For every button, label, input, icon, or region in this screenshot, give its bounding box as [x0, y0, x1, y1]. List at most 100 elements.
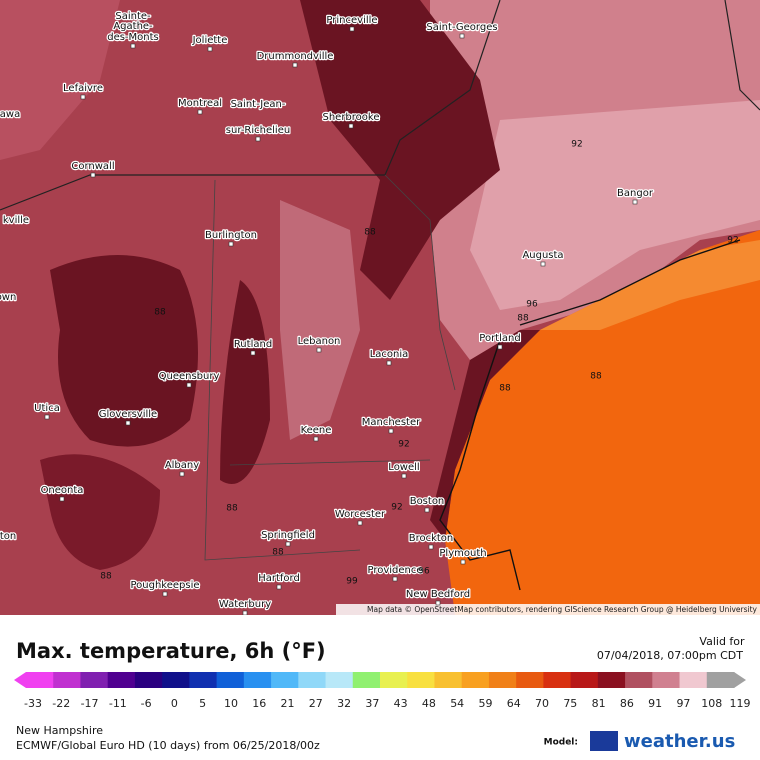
contour-label: 88: [590, 372, 602, 382]
city-dot: [179, 471, 185, 477]
city-dot: [540, 261, 546, 267]
city-label: Queensbury: [159, 371, 220, 382]
city-label: Lebanon: [298, 336, 341, 347]
tick-label: 108: [701, 697, 722, 710]
color-segment: [488, 672, 517, 688]
color-segment: [298, 672, 327, 688]
city-dot: [90, 172, 96, 178]
tick-label: 5: [199, 697, 206, 710]
contour-label: 88: [517, 314, 529, 324]
color-segment: [543, 672, 572, 688]
contour-label: 96: [418, 567, 430, 577]
contour-label: 88: [272, 548, 284, 558]
city-label: Montreal: [178, 98, 222, 109]
tick-label: 43: [394, 697, 408, 710]
city-dot: [44, 414, 50, 420]
city-label: Springfield: [261, 530, 315, 541]
city-label: Bangor: [617, 188, 654, 199]
hot-region: [300, 0, 500, 300]
city-label: Worcester: [335, 509, 386, 520]
tick-label: 0: [171, 697, 178, 710]
city-label: Plymouth: [439, 548, 486, 559]
color-segment: [352, 672, 381, 688]
mild-region: [280, 200, 360, 440]
tick-label: 91: [648, 697, 662, 710]
contour-label: 88: [226, 504, 238, 514]
color-segment: [325, 672, 354, 688]
border: [0, 0, 501, 211]
tick-label: -22: [52, 697, 70, 710]
color-segment: [243, 672, 272, 688]
contour-label: 92: [571, 140, 582, 150]
tick-label: 75: [563, 697, 577, 710]
contour-label: 88: [100, 572, 112, 582]
color-segment: [271, 672, 299, 688]
bar-arrow: [14, 672, 26, 688]
city-label: Agathe-: [113, 21, 153, 32]
region: New Hampshire: [16, 724, 103, 737]
tick-label: 70: [535, 697, 549, 710]
warm-region: [470, 100, 760, 310]
border: [724, 0, 760, 111]
city-label: Keene: [301, 425, 332, 436]
state-line: [204, 179, 361, 561]
city-label: Burlington: [205, 230, 257, 241]
bar-arrow: [734, 672, 746, 688]
tick-label: 81: [592, 697, 606, 710]
eu-flag: [590, 731, 618, 751]
model-label: Model:: [544, 738, 578, 748]
city-label: sur-Richelieu: [226, 125, 290, 136]
city-label: Joliette: [192, 35, 228, 46]
city-dot: [459, 33, 465, 39]
city-label: Saint-Jean-: [231, 99, 286, 110]
attribution: Map data © OpenStreetMap contributors, r…: [367, 605, 758, 614]
contour-label: 92: [398, 440, 409, 450]
legend-title: Max. temperature, 6h (°F): [16, 639, 326, 663]
city-label: Rutland: [234, 339, 272, 350]
coastline: [519, 239, 741, 326]
tick-label: 97: [676, 697, 690, 710]
city-label: Gloversville: [99, 409, 157, 420]
tick-label: 64: [507, 697, 521, 710]
city-dot: [401, 473, 407, 479]
city-label: Boston: [410, 496, 445, 507]
city-label: Sainte-: [115, 11, 151, 22]
color-segment: [134, 672, 163, 688]
contour-label: 88: [364, 228, 376, 238]
color-segment: [80, 672, 109, 688]
color-segment: [706, 672, 735, 688]
tick-label: 37: [365, 697, 379, 710]
city-label: Cornwall: [71, 161, 114, 172]
color-segment: [516, 672, 544, 688]
tick-label: 119: [730, 697, 751, 710]
contour-label: 92: [391, 503, 402, 513]
color-segment: [216, 672, 245, 688]
city-dot: [435, 600, 441, 606]
city-label: Waterbury: [219, 599, 271, 610]
city-label: Utica: [34, 403, 60, 414]
ocean-band: [540, 240, 760, 330]
valid-time: 07/04/2018, 07:00pm CDT: [597, 649, 743, 662]
city-label: Oneonta: [41, 485, 84, 496]
tick-label: -6: [141, 697, 152, 710]
city-label: Saint-Georges: [426, 22, 497, 33]
color-segment: [53, 672, 81, 688]
city-dot: [349, 26, 355, 32]
city-dot: [313, 436, 319, 442]
tick-label: 32: [337, 697, 351, 710]
city-dot: [250, 350, 256, 356]
tick-label: 59: [478, 697, 492, 710]
city-dot: [197, 109, 203, 115]
color-segment: [189, 672, 218, 688]
city-dot: [460, 559, 466, 565]
color-segment: [26, 672, 54, 688]
color-segment: [107, 672, 136, 688]
coastline: [439, 339, 521, 591]
color-segment: [162, 672, 190, 688]
color-segment: [570, 672, 599, 688]
tick-label: -33: [24, 697, 42, 710]
city-label: ton: [0, 531, 16, 542]
color-segment: [652, 672, 681, 688]
city-dot: [207, 46, 213, 52]
